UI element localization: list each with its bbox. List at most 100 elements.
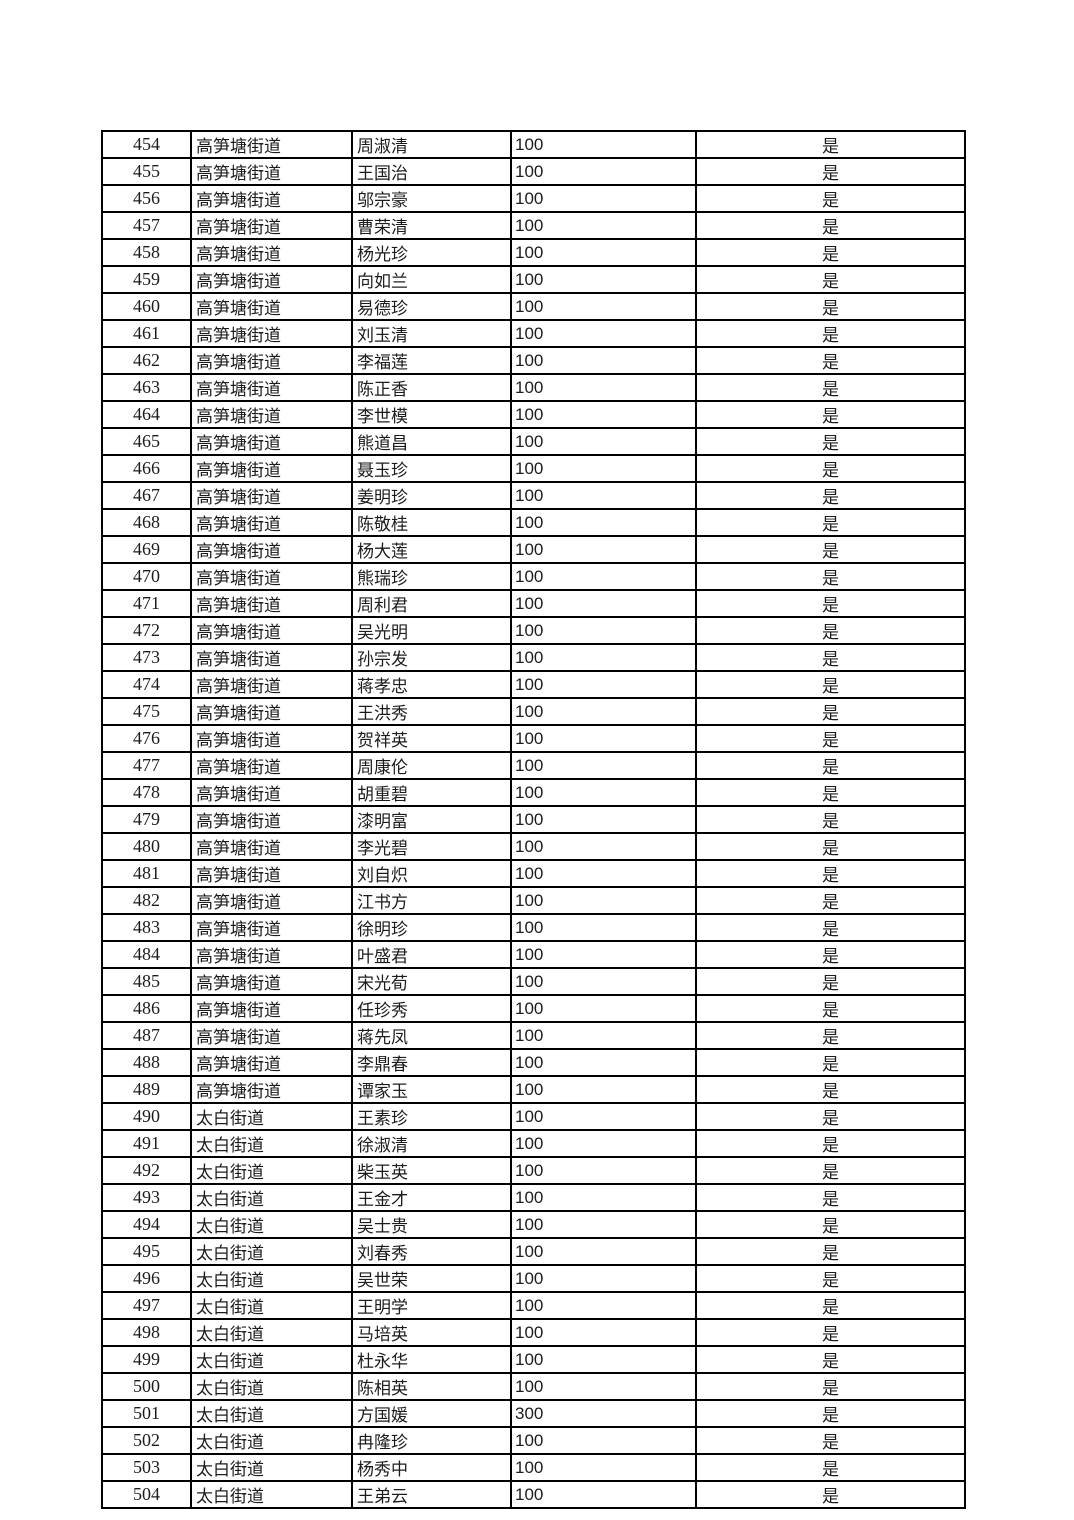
row-index-cell: 463: [101, 373, 192, 402]
street-cell: 高笋塘街道: [190, 454, 353, 483]
table-row: 459 高笋塘街道 向如兰 100 是: [101, 265, 966, 294]
amount-cell: 100: [510, 1156, 697, 1185]
row-index-cell: 465: [101, 427, 192, 456]
row-index-cell: 485: [101, 967, 192, 996]
table-row: 478 高笋塘街道 胡重碧 100 是: [101, 778, 966, 807]
table-row: 488 高笋塘街道 李鼎春 100 是: [101, 1048, 966, 1077]
confirmed-cell: 是: [695, 265, 966, 294]
street-cell: 高笋塘街道: [190, 562, 353, 591]
street-cell: 高笋塘街道: [190, 994, 353, 1023]
row-index-cell: 501: [101, 1399, 192, 1428]
confirmed-cell: 是: [695, 1426, 966, 1455]
person-name-cell: 李鼎春: [351, 1048, 512, 1077]
row-index-cell: 478: [101, 778, 192, 807]
amount-cell: 100: [510, 697, 697, 726]
street-cell: 高笋塘街道: [190, 535, 353, 564]
person-name-cell: 李福莲: [351, 346, 512, 375]
amount-cell: 100: [510, 1237, 697, 1266]
amount-cell: 100: [510, 886, 697, 915]
row-index-cell: 471: [101, 589, 192, 618]
row-index-cell: 490: [101, 1102, 192, 1131]
confirmed-cell: 是: [695, 1075, 966, 1104]
person-name-cell: 叶盛君: [351, 940, 512, 969]
person-name-cell: 周康伦: [351, 751, 512, 780]
street-cell: 太白街道: [190, 1372, 353, 1401]
confirmed-cell: 是: [695, 1021, 966, 1050]
amount-cell: 100: [510, 832, 697, 861]
amount-cell: 100: [510, 1210, 697, 1239]
street-cell: 高笋塘街道: [190, 913, 353, 942]
confirmed-cell: 是: [695, 1372, 966, 1401]
confirmed-cell: 是: [695, 1264, 966, 1293]
amount-cell: 100: [510, 940, 697, 969]
person-name-cell: 漆明富: [351, 805, 512, 834]
row-index-cell: 482: [101, 886, 192, 915]
person-name-cell: 王洪秀: [351, 697, 512, 726]
amount-cell: 100: [510, 1372, 697, 1401]
street-cell: 高笋塘街道: [190, 373, 353, 402]
amount-cell: 100: [510, 670, 697, 699]
table-row: 465 高笋塘街道 熊道昌 100 是: [101, 427, 966, 456]
table-row: 457 高笋塘街道 曹荣清 100 是: [101, 211, 966, 240]
row-index-cell: 493: [101, 1183, 192, 1212]
row-index-cell: 467: [101, 481, 192, 510]
confirmed-cell: 是: [695, 1129, 966, 1158]
table-row: 496 太白街道 吴世荣 100 是: [101, 1264, 966, 1293]
confirmed-cell: 是: [695, 292, 966, 321]
street-cell: 高笋塘街道: [190, 1048, 353, 1077]
confirmed-cell: 是: [695, 400, 966, 429]
confirmed-cell: 是: [695, 643, 966, 672]
table-row: 475 高笋塘街道 王洪秀 100 是: [101, 697, 966, 726]
table-row: 504 太白街道 王弟云 100 是: [101, 1480, 966, 1509]
amount-cell: 100: [510, 130, 697, 159]
street-cell: 高笋塘街道: [190, 292, 353, 321]
table-row: 494 太白街道 吴士贵 100 是: [101, 1210, 966, 1239]
table-row: 498 太白街道 马培英 100 是: [101, 1318, 966, 1347]
person-name-cell: 杨大莲: [351, 535, 512, 564]
person-name-cell: 周淑清: [351, 130, 512, 159]
row-index-cell: 459: [101, 265, 192, 294]
amount-cell: 100: [510, 967, 697, 996]
street-cell: 高笋塘街道: [190, 778, 353, 807]
amount-cell: 100: [510, 157, 697, 186]
table-row: 458 高笋塘街道 杨光珍 100 是: [101, 238, 966, 267]
confirmed-cell: 是: [695, 454, 966, 483]
person-name-cell: 陈相英: [351, 1372, 512, 1401]
street-cell: 高笋塘街道: [190, 1021, 353, 1050]
row-index-cell: 499: [101, 1345, 192, 1374]
amount-cell: 100: [510, 1291, 697, 1320]
table-row: 463 高笋塘街道 陈正香 100 是: [101, 373, 966, 402]
amount-cell: 100: [510, 319, 697, 348]
payment-roster-table: 454 高笋塘街道 周淑清 100 是 455 高笋塘街道 王国治 100 是 456 高笋塘街道 邬宗…: [101, 130, 966, 1509]
confirmed-cell: 是: [695, 832, 966, 861]
row-index-cell: 486: [101, 994, 192, 1023]
amount-cell: 100: [510, 211, 697, 240]
amount-cell: 100: [510, 724, 697, 753]
confirmed-cell: 是: [695, 778, 966, 807]
person-name-cell: 宋光荀: [351, 967, 512, 996]
table-row: 489 高笋塘街道 谭家玉 100 是: [101, 1075, 966, 1104]
table-row: 486 高笋塘街道 任珍秀 100 是: [101, 994, 966, 1023]
person-name-cell: 王金才: [351, 1183, 512, 1212]
street-cell: 高笋塘街道: [190, 184, 353, 213]
confirmed-cell: 是: [695, 535, 966, 564]
confirmed-cell: 是: [695, 913, 966, 942]
table-row: 481 高笋塘街道 刘自炽 100 是: [101, 859, 966, 888]
amount-cell: 100: [510, 805, 697, 834]
table-row: 485 高笋塘街道 宋光荀 100 是: [101, 967, 966, 996]
street-cell: 太白街道: [190, 1399, 353, 1428]
row-index-cell: 458: [101, 238, 192, 267]
row-index-cell: 468: [101, 508, 192, 537]
person-name-cell: 聂玉珍: [351, 454, 512, 483]
confirmed-cell: 是: [695, 751, 966, 780]
person-name-cell: 孙宗发: [351, 643, 512, 672]
row-index-cell: 456: [101, 184, 192, 213]
table-row: 502 太白街道 冉隆珍 100 是: [101, 1426, 966, 1455]
amount-cell: 100: [510, 562, 697, 591]
table-row: 480 高笋塘街道 李光碧 100 是: [101, 832, 966, 861]
street-cell: 高笋塘街道: [190, 940, 353, 969]
street-cell: 太白街道: [190, 1102, 353, 1131]
person-name-cell: 冉隆珍: [351, 1426, 512, 1455]
street-cell: 高笋塘街道: [190, 859, 353, 888]
street-cell: 高笋塘街道: [190, 346, 353, 375]
